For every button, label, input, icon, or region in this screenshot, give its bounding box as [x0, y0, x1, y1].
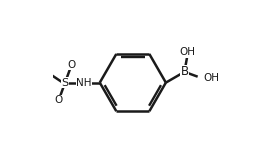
Text: B: B	[180, 65, 188, 78]
Text: S: S	[62, 78, 69, 88]
Text: NH: NH	[76, 78, 92, 88]
Text: O: O	[54, 95, 63, 105]
Text: O: O	[68, 60, 76, 70]
Text: OH: OH	[203, 73, 219, 83]
Text: OH: OH	[180, 47, 196, 57]
